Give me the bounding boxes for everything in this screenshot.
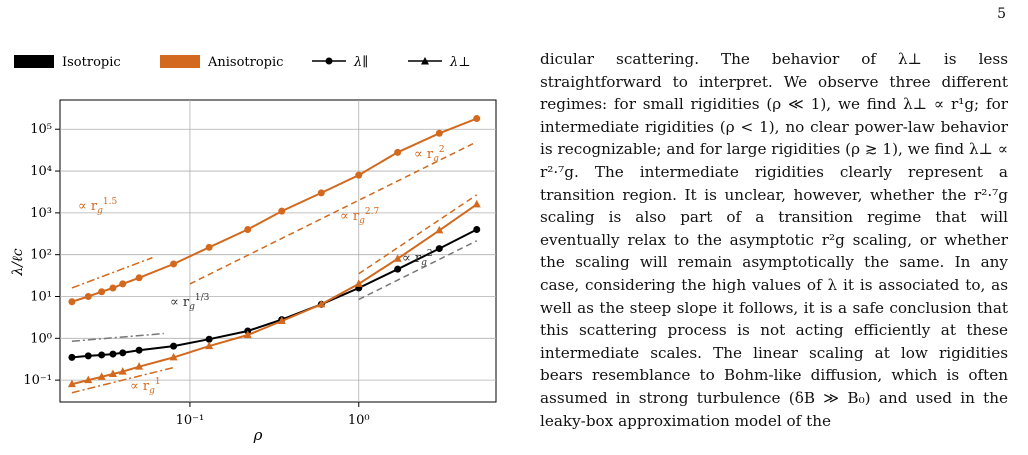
series-2-point-7	[205, 341, 214, 350]
page-number: 5	[997, 6, 1006, 22]
series-2-point-8	[243, 330, 252, 339]
legend-label-lambda-parallel: λ∥	[353, 55, 368, 70]
series-2-point-0	[67, 379, 76, 388]
series-2-point-10	[317, 299, 326, 308]
reference-lines	[71, 141, 478, 394]
series-2-point-11	[354, 279, 363, 287]
series-0-point-4	[119, 280, 127, 288]
series-0-point-8	[244, 226, 252, 234]
series-2-point-12	[393, 254, 402, 262]
annotation-rg-2.7: ∝ rg2.7	[340, 207, 380, 226]
body-text: dicular scattering. The behavior of λ⊥ i…	[540, 48, 1008, 432]
reference-line-0	[71, 256, 153, 289]
series-0-point-14	[473, 115, 481, 123]
series-2-point-3	[108, 369, 117, 378]
series-2-point-5	[135, 362, 144, 370]
figure-chart: Isotropic Anisotropic λ∥ λ⊥ 10⁻¹ 10⁰10⁻¹1…	[10, 55, 497, 444]
series-2-point-14	[472, 199, 481, 208]
series-2-point-6	[169, 352, 178, 361]
axis-ticks: 10⁻¹ 10⁰ 10⁻¹ 10⁰ 10¹ 10² 10³ 10⁴ 10⁵	[23, 122, 369, 428]
legend-label-anisotropic: Anisotropic	[207, 55, 283, 70]
legend: Isotropic Anisotropic λ∥ λ⊥	[14, 55, 470, 70]
series-2-point-1	[84, 375, 93, 384]
series-0-point-6	[170, 260, 178, 268]
legend-swatch-anisotropic	[160, 55, 200, 68]
reference-line-1	[189, 141, 478, 285]
x-axis-label: ρ	[253, 426, 263, 444]
annotation-rg-1: ∝ rg1	[130, 377, 161, 396]
series-1-point-6	[170, 342, 178, 350]
series-2-point-4	[118, 367, 127, 375]
series-0-point-7	[205, 243, 213, 251]
series-2-point-13	[435, 225, 444, 234]
series-1-point-4	[119, 349, 127, 357]
data-series	[67, 115, 481, 388]
legend-label-isotropic: Isotropic	[62, 55, 121, 70]
series-0-point-9	[278, 207, 286, 215]
legend-label-lambda-perp: λ⊥	[449, 55, 470, 70]
legend-triangle-marker	[421, 57, 429, 65]
series-0-point-3	[109, 284, 117, 292]
series-1-point-13	[435, 245, 443, 253]
y-tick-label-5: 10⁴	[30, 164, 52, 179]
series-1-point-12	[394, 265, 402, 273]
y-tick-label-2: 10¹	[30, 289, 52, 304]
body-paragraph: dicular scattering. The behavior of λ⊥ i…	[540, 50, 1008, 430]
annotation-rg-1-3: ∝ rg1/3	[170, 293, 210, 312]
y-tick-label-6: 10⁵	[30, 122, 52, 137]
series-1-point-0	[68, 353, 76, 361]
series-0-point-11	[355, 171, 363, 179]
y-tick-label-4: 10³	[30, 206, 52, 221]
series-2-point-9	[277, 316, 286, 324]
y-tick-label-0: 10⁻¹	[23, 373, 52, 388]
series-1-point-1	[84, 352, 92, 360]
series-1-point-7	[205, 335, 213, 343]
annotation-rg-1.5: ∝ rg1.5	[78, 197, 118, 216]
annotation-rg-2-aniso: ∝ rg2	[414, 145, 445, 164]
series-0-point-2	[98, 288, 106, 296]
reference-line-3	[358, 194, 478, 275]
series-0-point-10	[317, 189, 325, 197]
series-1-point-5	[135, 346, 143, 354]
legend-circle-marker	[325, 57, 333, 65]
annotation-rg-2-iso: ∝ rg2	[402, 249, 433, 268]
series-0-point-12	[394, 148, 402, 156]
reference-line-5	[71, 366, 174, 394]
legend-swatch-isotropic	[14, 55, 54, 68]
y-tick-label-3: 10²	[30, 248, 52, 263]
series-0-point-1	[84, 292, 92, 300]
x-tick-label-1: 10⁰	[348, 413, 370, 428]
reference-line-2	[71, 332, 164, 343]
series-2-point-2	[97, 372, 106, 380]
series-0-point-13	[435, 129, 443, 137]
annotations: ∝ rg1.5 ∝ rg2 ∝ rg2.7 ∝ rg2 ∝ rg1/3 ∝ rg…	[78, 145, 445, 396]
reference-line-4	[358, 240, 478, 301]
series-0-point-0	[68, 298, 76, 306]
series-1-point-14	[473, 226, 481, 234]
series-1-point-3	[109, 350, 117, 358]
plot-frame	[59, 99, 497, 403]
series-0-point-5	[135, 274, 143, 282]
y-tick-label-1: 10⁰	[30, 331, 52, 346]
y-axis-label: λ/ℓc	[10, 248, 26, 276]
series-1-point-2	[98, 351, 106, 359]
x-tick-label-0: 10⁻¹	[176, 413, 205, 428]
series-line-2	[71, 203, 478, 386]
